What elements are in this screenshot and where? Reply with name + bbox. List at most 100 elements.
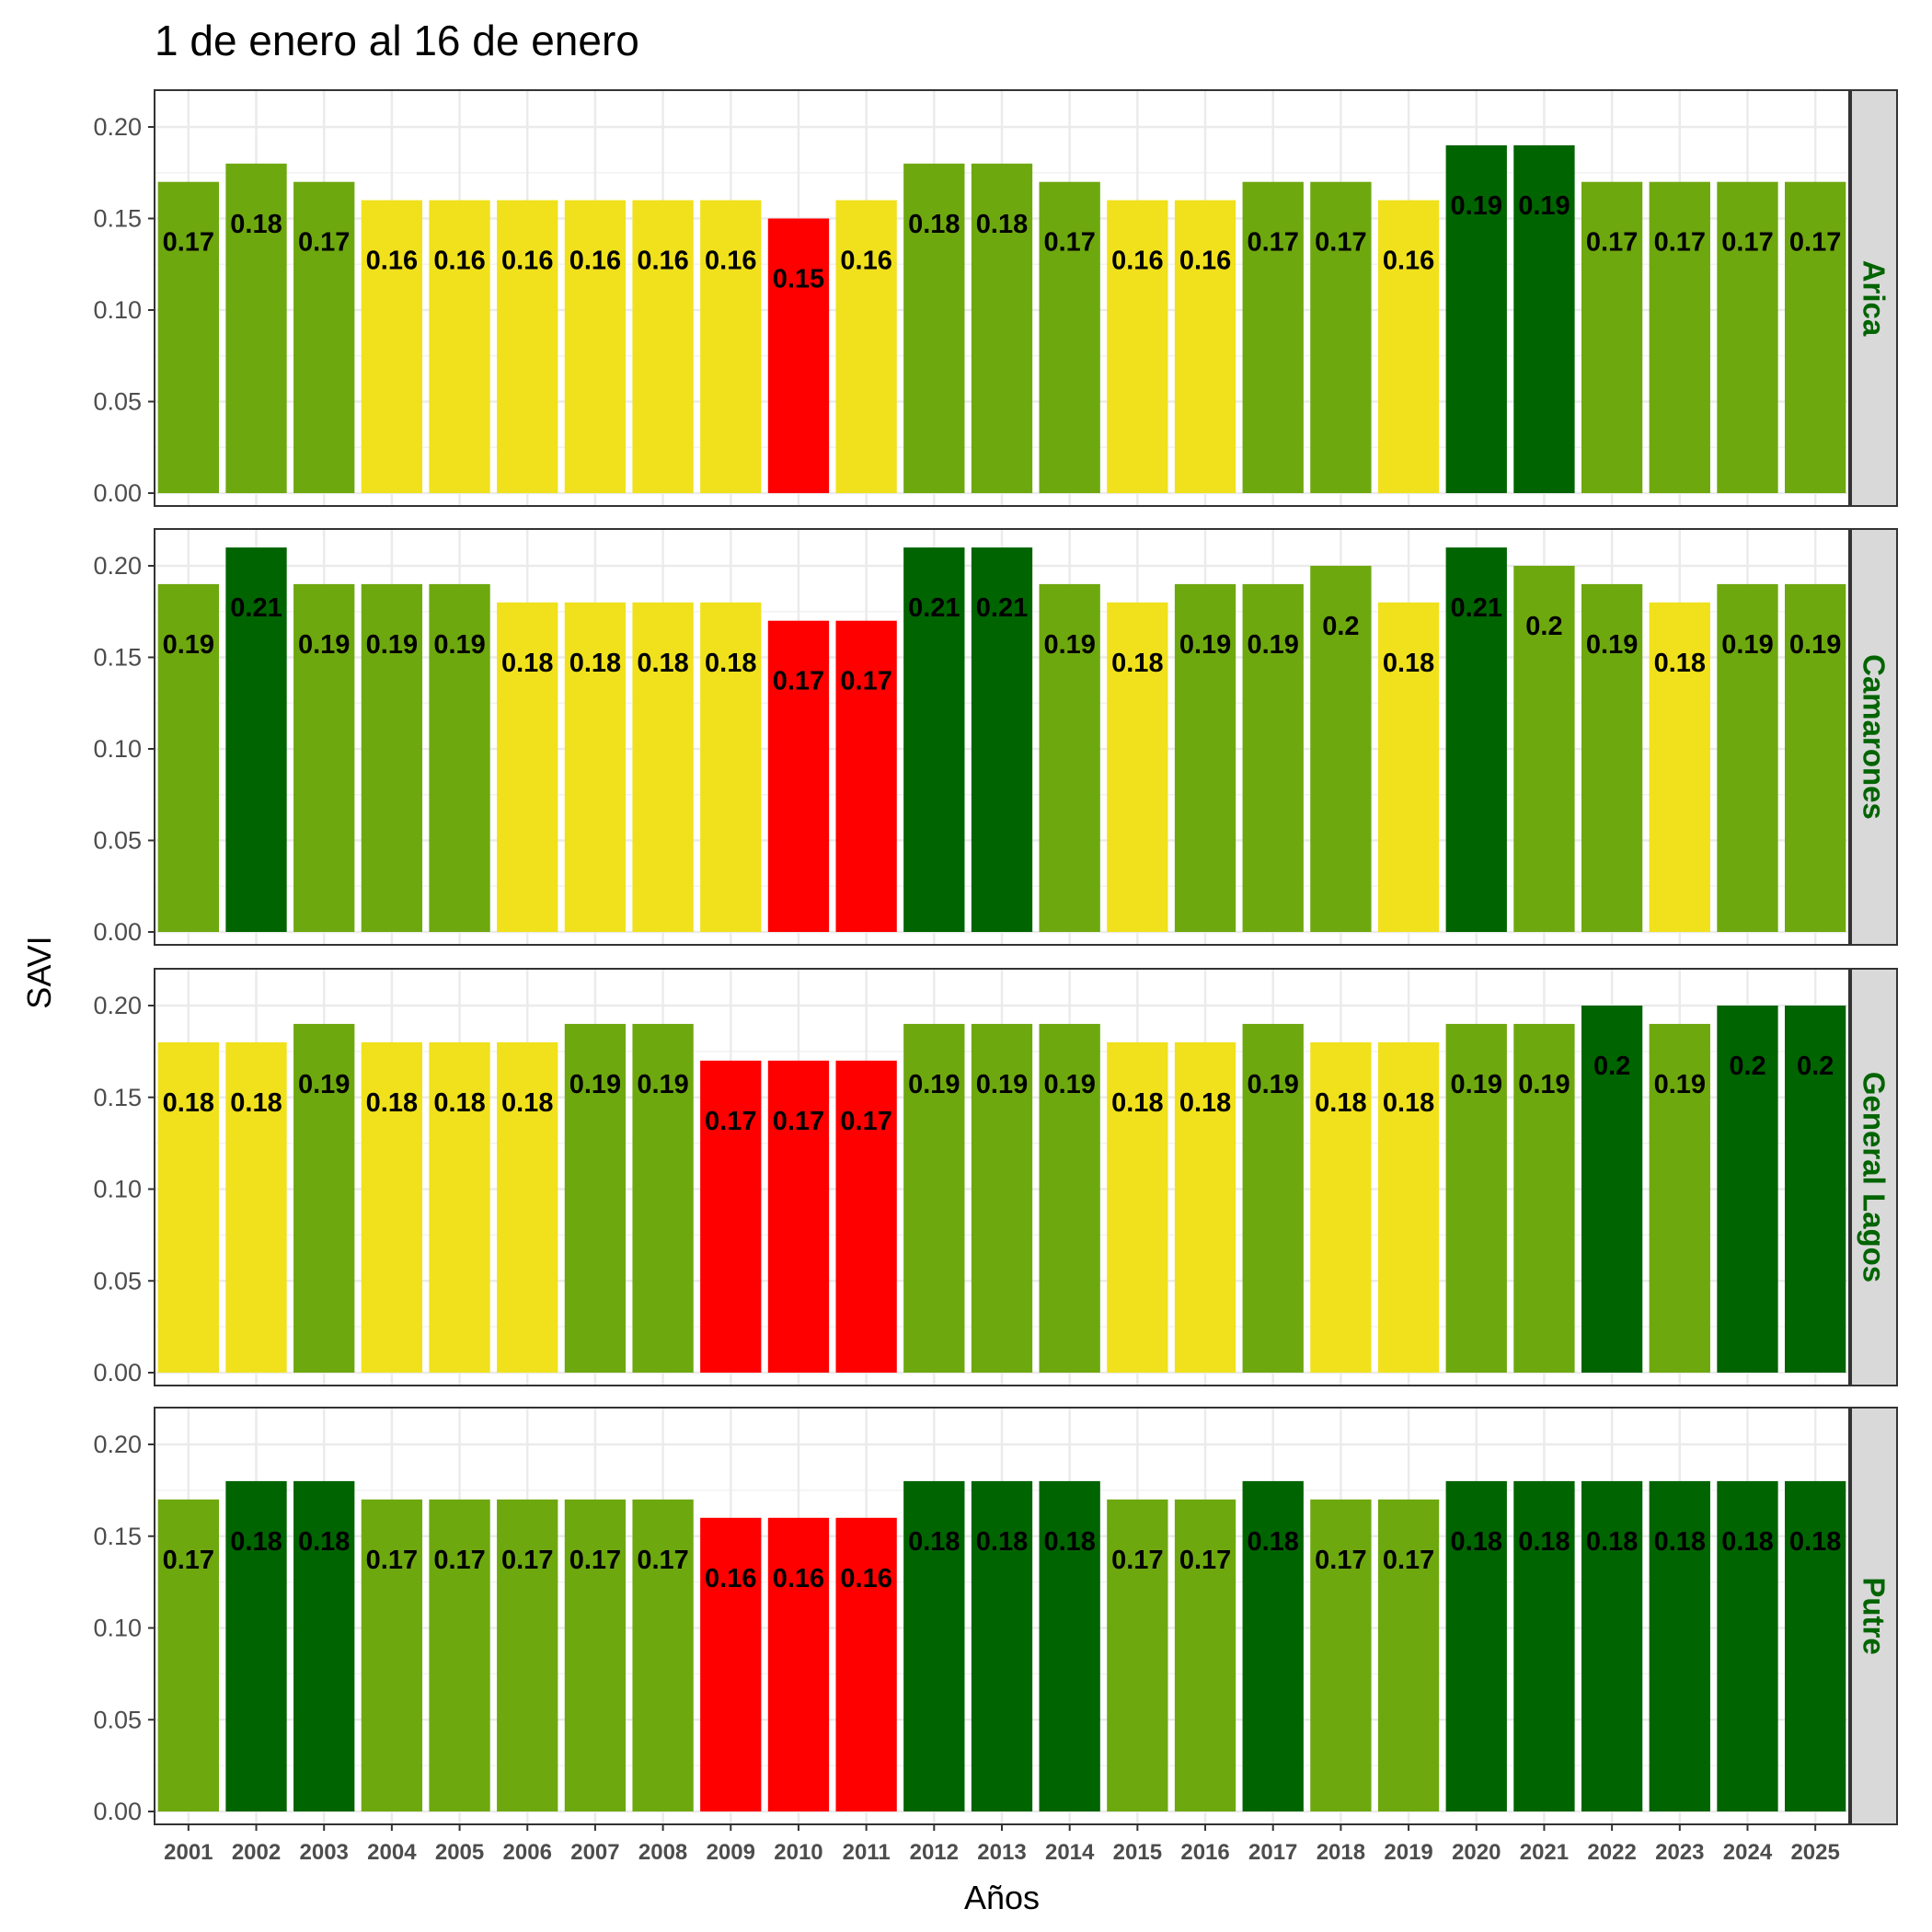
bar-value-label: 0.2	[1593, 1052, 1630, 1081]
bar-value-label: 0.18	[908, 1527, 960, 1557]
bar-value-label: 0.17	[773, 1107, 824, 1136]
bar-camarones-2015	[1107, 602, 1168, 932]
bar-value-label: 0.19	[1179, 630, 1231, 660]
bar-value-label: 0.17	[1179, 1546, 1231, 1575]
bar-value-label: 0.18	[501, 649, 553, 678]
bar-value-label: 0.19	[1518, 191, 1570, 221]
bar-value-label: 0.18	[1247, 1527, 1298, 1557]
bar-value-label: 0.19	[163, 630, 214, 660]
y-tick-label: 0.00	[93, 479, 142, 507]
bar-camarones-2022	[1581, 583, 1643, 932]
bar-value-label: 0.19	[976, 1070, 1028, 1099]
bar-value-label: 0.17	[1315, 228, 1366, 258]
bar-arica-2023	[1649, 181, 1710, 493]
facet-strip-label: Putre	[1857, 1577, 1892, 1654]
bar-value-label: 0.18	[1789, 1527, 1841, 1557]
bar-putre-2001	[157, 1499, 219, 1811]
bar-putre-2020	[1445, 1480, 1507, 1811]
bar-arica-2015	[1107, 200, 1168, 493]
bar-camarones-2017	[1242, 583, 1304, 932]
y-tick-label: 0.15	[93, 1084, 142, 1111]
bar-value-label: 0.18	[1721, 1527, 1773, 1557]
bar-arica-2016	[1174, 200, 1236, 493]
y-tick-label: 0.10	[93, 296, 142, 324]
x-tick-label: 2010	[774, 1840, 822, 1865]
bar-putre-2013	[971, 1480, 1033, 1811]
panel-border	[154, 968, 1850, 1386]
x-tick-label: 2015	[1113, 1840, 1162, 1865]
bar-value-label: 0.17	[501, 1546, 553, 1575]
bar-value-label: 0.19	[1247, 1070, 1298, 1099]
bar-putre-2003	[293, 1480, 355, 1811]
bar-value-label: 0.18	[1111, 1088, 1163, 1118]
bar-value-label: 0.17	[1315, 1546, 1366, 1575]
bar-value-label: 0.2	[1322, 612, 1359, 641]
bar-camarones-2025	[1785, 583, 1846, 932]
bar-value-label: 0.17	[705, 1107, 756, 1136]
bar-arica-2013	[971, 163, 1033, 494]
bar-arica-2022	[1581, 181, 1643, 493]
bar-camarones-2019	[1377, 602, 1440, 932]
x-tick-label: 2023	[1655, 1840, 1704, 1865]
bar-value-label: 0.19	[1451, 191, 1502, 221]
bar-value-label: 0.19	[1654, 1070, 1706, 1099]
bar-putre-2004	[361, 1499, 423, 1811]
bar-value-label: 0.18	[705, 649, 756, 678]
x-tick-label: 2024	[1723, 1840, 1773, 1865]
bar-general-lagos-2018	[1310, 1041, 1372, 1373]
bar-camarones-2007	[564, 602, 627, 932]
y-tick-label: 0.20	[93, 113, 142, 141]
x-tick-label: 2016	[1180, 1840, 1229, 1865]
bar-putre-2009	[700, 1517, 762, 1811]
bar-value-label: 0.17	[773, 667, 824, 696]
bar-arica-2021	[1513, 144, 1575, 493]
facet-strip-label: Camarones	[1857, 654, 1892, 820]
facet-strip	[1850, 528, 1898, 946]
bar-value-label: 0.17	[637, 1546, 688, 1575]
bar-value-label: 0.17	[366, 1546, 418, 1575]
bar-value-label: 0.18	[366, 1088, 418, 1118]
bar-arica-2018	[1310, 181, 1372, 493]
bar-general-lagos-2001	[157, 1041, 219, 1373]
x-tick-label: 2013	[977, 1840, 1026, 1865]
bar-value-label: 0.16	[773, 1564, 824, 1593]
bar-camarones-2021	[1513, 566, 1575, 932]
bar-general-lagos-2013	[971, 1023, 1033, 1373]
facet-strip	[1850, 968, 1898, 1386]
bar-arica-2009	[700, 200, 762, 493]
y-tick-label: 0.05	[93, 1706, 142, 1733]
bar-putre-2015	[1107, 1499, 1168, 1811]
bar-value-label: 0.18	[976, 1527, 1028, 1557]
bar-value-label: 0.19	[1043, 1070, 1095, 1099]
bar-value-label: 0.16	[1111, 247, 1163, 276]
bar-arica-2006	[497, 200, 558, 493]
bar-camarones-2014	[1039, 583, 1100, 932]
bar-general-lagos-2012	[903, 1023, 965, 1373]
bar-value-label: 0.21	[1451, 593, 1502, 623]
bar-camarones-2008	[632, 602, 694, 932]
bar-putre-2010	[767, 1517, 830, 1811]
facet-panel-camarones: 0.19 0.21 0.19 0.19 0.19 0.18 0.18 0.18 0.18 0.17…	[93, 528, 1898, 946]
bar-camarones-2023	[1649, 602, 1710, 932]
bar-value-label: 0.17	[163, 228, 214, 258]
y-tick-label: 0.00	[93, 1359, 142, 1386]
x-tick-label: 2003	[300, 1840, 349, 1865]
y-tick-label: 0.05	[93, 1267, 142, 1294]
bar-value-label: 0.18	[1654, 1527, 1706, 1557]
bar-value-label: 0.19	[366, 630, 418, 660]
y-tick-label: 0.15	[93, 644, 142, 672]
bar-value-label: 0.18	[230, 1088, 282, 1118]
bar-value-label: 0.18	[1043, 1527, 1095, 1557]
bar-value-label: 0.16	[501, 247, 553, 276]
bar-value-label: 0.18	[230, 1527, 282, 1557]
bar-camarones-2011	[835, 620, 897, 932]
bar-putre-2016	[1174, 1499, 1236, 1811]
x-tick-label: 2008	[638, 1840, 687, 1865]
bar-value-label: 0.18	[163, 1088, 214, 1118]
x-tick-label: 2009	[707, 1840, 755, 1865]
bar-general-lagos-2023	[1649, 1023, 1710, 1373]
bar-arica-2017	[1242, 181, 1304, 493]
bar-value-label: 0.18	[1179, 1088, 1231, 1118]
bar-putre-2021	[1513, 1480, 1575, 1811]
bar-camarones-2012	[903, 547, 965, 932]
